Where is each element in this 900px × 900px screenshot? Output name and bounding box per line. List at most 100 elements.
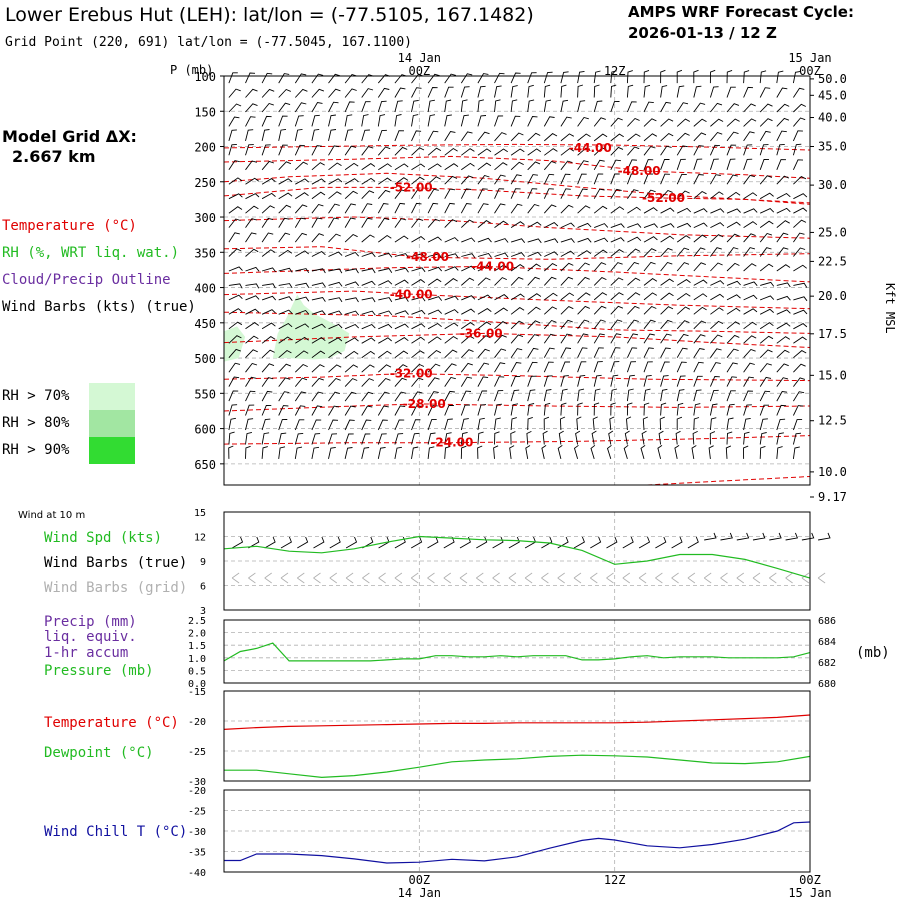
wind-barb — [329, 130, 337, 141]
wind-barb — [544, 149, 557, 156]
wind-barb — [461, 115, 469, 126]
wind-barb — [395, 447, 402, 459]
wind-barb — [578, 174, 587, 184]
wind-barb — [544, 417, 549, 430]
wind-barb — [262, 104, 274, 113]
wind-barb — [445, 267, 459, 271]
y-tick-label: -40 — [188, 868, 206, 879]
wind-barb — [627, 348, 637, 358]
wind-barb — [295, 378, 307, 387]
surface-wind-barb — [493, 537, 503, 548]
wind-barb — [345, 253, 359, 257]
isotherm-label: -40.00 — [390, 288, 433, 302]
wind-barb — [345, 204, 356, 213]
y-tick-label: 1.5 — [188, 641, 206, 652]
wind-barb — [412, 219, 424, 228]
height-tick-label: 25.0 — [818, 225, 847, 239]
wind-barb — [760, 446, 765, 459]
wind-barb — [295, 233, 307, 242]
wind-barb — [710, 308, 723, 315]
wind-barb — [544, 205, 556, 213]
wind-barb — [345, 282, 359, 286]
wind-barb — [544, 403, 550, 415]
wind-barb — [229, 73, 238, 83]
wind-barb — [611, 389, 617, 401]
wind-barb — [528, 239, 542, 243]
wind-barb — [295, 129, 302, 141]
wind-barb — [578, 85, 583, 98]
wind-barb — [246, 296, 260, 300]
upper-air-panel: P (mb) Kft MSL -44.00-48.00-52.00-52.00-… — [170, 63, 897, 504]
wind-barb — [229, 377, 239, 387]
wind-barb — [644, 293, 657, 300]
wind-barb — [611, 263, 623, 271]
surface-wind-barb — [688, 537, 698, 548]
wind-barb — [611, 334, 622, 344]
wind-barb — [661, 389, 668, 401]
top-hour-label: 00Z — [408, 64, 430, 78]
wind-barb — [528, 85, 534, 97]
wind-barb — [544, 117, 554, 127]
wind-barb — [229, 446, 234, 459]
wind-barb — [262, 350, 275, 358]
grid-wind-barb — [672, 573, 679, 583]
pressure-tick-label: 684 — [818, 637, 836, 648]
pressure-tick-label: 600 — [194, 423, 216, 437]
wind-barb — [744, 264, 757, 271]
wind-barb — [478, 86, 486, 97]
wind-barb — [362, 325, 376, 329]
surface-wind-barb — [590, 537, 600, 548]
wind-barb — [677, 146, 688, 155]
wind-barb — [511, 149, 524, 155]
wind-barb — [578, 403, 583, 416]
grid-wind-barb — [525, 573, 532, 583]
wind-barb — [644, 262, 656, 271]
wind-barb — [777, 378, 788, 387]
wind-barb — [511, 308, 524, 315]
wind-barb — [478, 363, 489, 372]
wind-barb — [279, 90, 291, 98]
wind-barb — [528, 307, 541, 314]
wind-barb — [578, 206, 591, 213]
wind-barb — [578, 161, 589, 170]
wind-barb — [461, 278, 474, 285]
wind-barb — [677, 159, 686, 170]
wind-barb — [544, 72, 552, 83]
precip-pressure-ticks: 0.0 0.51.0 1.52.0 2.5 680 682 684 686 — [188, 616, 836, 690]
wind-barb — [279, 218, 290, 227]
wind-barb — [676, 431, 680, 444]
grid-wind-barb — [428, 573, 435, 583]
isotherm-label: -52.00 — [390, 180, 433, 194]
wind-barb — [710, 87, 718, 98]
wind-barb — [262, 250, 275, 257]
wind-barb — [229, 267, 243, 271]
y-tick-label: 15 — [194, 508, 206, 519]
wind-barb — [511, 162, 524, 170]
wind-barb — [677, 119, 690, 126]
wind-barb — [246, 336, 259, 343]
wind-barb — [329, 146, 340, 155]
wind-barb — [461, 405, 470, 416]
wind-barb — [777, 71, 784, 83]
wind-barb — [594, 134, 607, 141]
wind-barb — [544, 239, 558, 243]
wind-barb — [495, 418, 501, 430]
wind-barb — [760, 336, 773, 343]
pressure-tick-label: 686 — [818, 616, 836, 627]
wind-barb — [428, 203, 438, 213]
wind-barb — [710, 103, 722, 112]
wind-barb — [362, 89, 373, 98]
wind-barb — [561, 277, 573, 285]
wind-barb — [544, 223, 558, 228]
wind-chill-panel: Wind Chill T (°C) -20-25-30-35-40 — [44, 786, 810, 879]
wind-barb — [661, 160, 670, 170]
wind-barb — [710, 321, 723, 328]
pressure-label: Pressure (mb) — [44, 663, 154, 679]
wind-barb — [660, 417, 665, 430]
wind-barb — [642, 431, 646, 444]
wind-barb — [295, 193, 308, 199]
wind-barb — [461, 350, 473, 358]
wind-barb — [544, 362, 553, 372]
wind-barb — [412, 310, 426, 314]
surface-wind-barbs — [232, 533, 830, 583]
